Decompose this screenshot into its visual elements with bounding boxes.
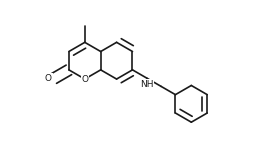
Text: O: O: [45, 74, 52, 83]
Text: O: O: [81, 75, 88, 84]
Text: NH: NH: [140, 80, 153, 89]
